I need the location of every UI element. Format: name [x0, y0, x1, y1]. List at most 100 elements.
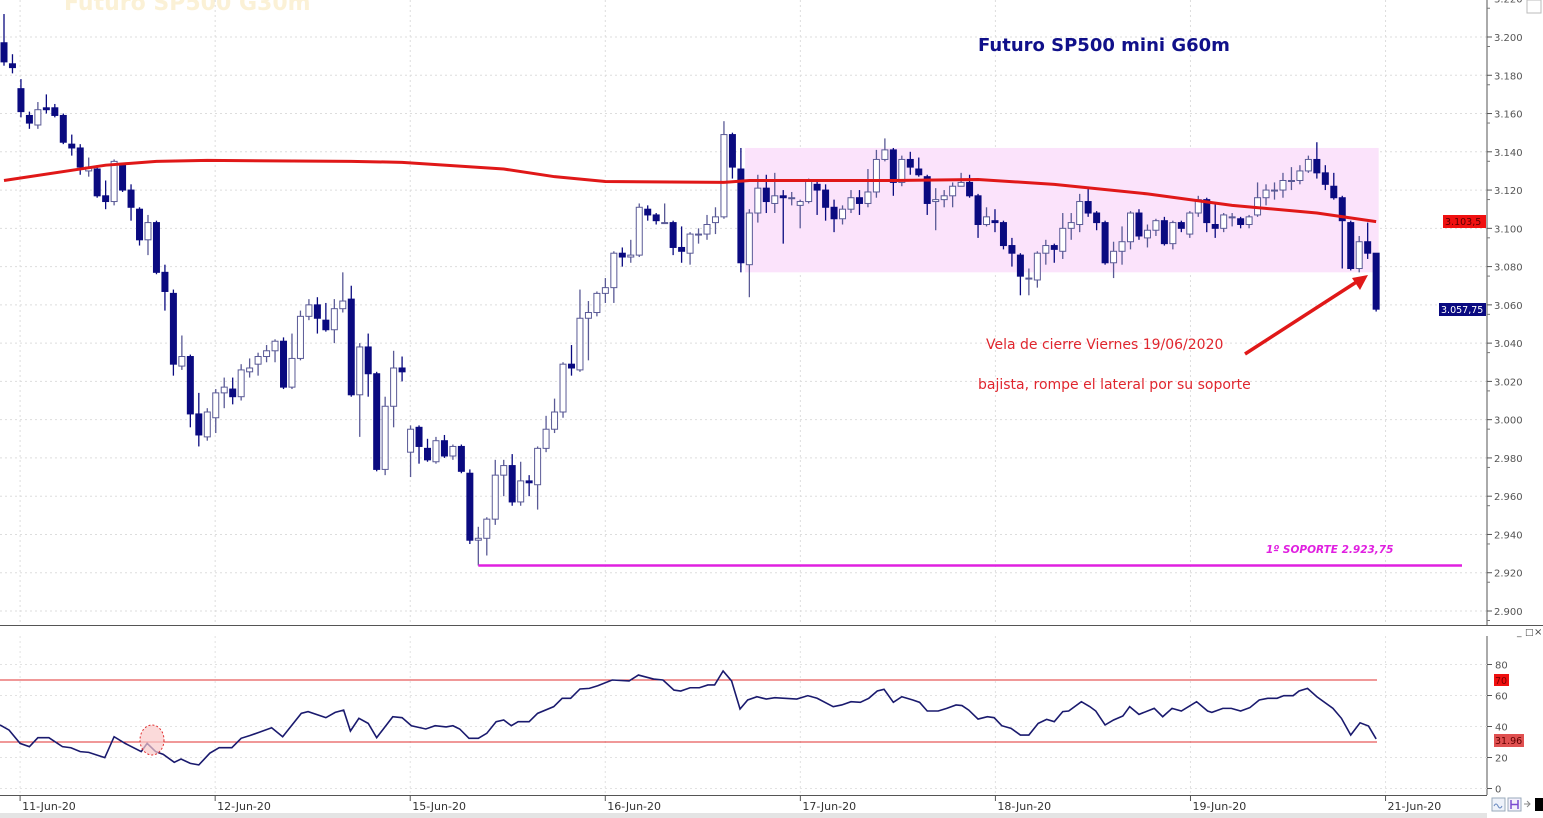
candle-body	[1228, 216, 1236, 219]
rsi-70-tag: 70	[1494, 674, 1509, 687]
candle	[584, 301, 592, 361]
candle	[195, 392, 203, 447]
date-tick-label: 18-Jun-20	[997, 800, 1051, 813]
candle-body	[686, 233, 694, 254]
candle	[847, 190, 855, 214]
candle-body	[796, 201, 804, 206]
candle	[364, 333, 372, 397]
candle	[940, 190, 948, 208]
candle-body	[669, 222, 677, 248]
candle	[1152, 218, 1160, 236]
candle	[169, 289, 177, 376]
candle-body	[178, 356, 186, 367]
color-swatch[interactable]	[1535, 798, 1543, 811]
candle	[398, 356, 406, 382]
candle	[1296, 165, 1304, 185]
date-tick-label: 16-Jun-20	[607, 800, 661, 813]
rsi-tick-label: 40	[1495, 723, 1508, 734]
candle-body	[1127, 212, 1135, 243]
pin-icon[interactable]	[1524, 800, 1531, 808]
rsi-axis[interactable]: 0 20 40 60 80	[1487, 661, 1508, 796]
candle-body	[457, 445, 465, 472]
candle	[280, 337, 288, 390]
candle	[822, 184, 830, 221]
candle	[745, 209, 753, 298]
candle-body	[508, 465, 516, 503]
candle	[237, 364, 245, 401]
candle-body	[195, 413, 203, 436]
candle-body	[364, 346, 372, 375]
candle	[407, 425, 415, 478]
candle-body	[144, 222, 152, 241]
close-icon[interactable]: ×	[1534, 627, 1542, 638]
candle	[618, 247, 626, 267]
candle	[881, 138, 889, 162]
candle	[322, 302, 330, 332]
candle	[720, 121, 728, 219]
candle	[1237, 216, 1245, 229]
horizontal-scrollbar[interactable]	[0, 813, 1487, 818]
candle-body	[1321, 172, 1329, 185]
candle	[551, 398, 559, 434]
candle-body	[1347, 222, 1355, 270]
price-tick-label: 2.900	[1494, 607, 1523, 618]
annotation-line-2: bajista, rompe el lateral por su soporte	[978, 377, 1251, 393]
candle-body	[678, 246, 686, 252]
candle	[1287, 167, 1295, 191]
candle	[788, 191, 796, 206]
candle-body	[864, 191, 872, 204]
annotation-line-1: Vela de cierre Viernes 19/06/2020	[986, 337, 1223, 353]
candle-body	[644, 208, 652, 216]
maximize-icon[interactable]: □	[1525, 628, 1534, 638]
arrow-head-icon	[1352, 275, 1368, 290]
candle	[432, 436, 440, 464]
candle-body	[711, 216, 719, 224]
price-tick-label: 3.060	[1494, 301, 1523, 312]
candle-body	[1372, 252, 1380, 310]
candle	[457, 444, 465, 474]
candle	[466, 469, 474, 545]
price-axis[interactable]: 2.900 2.920 2.940 2.960 2.980 3.000 3.020 3.040…	[1487, 0, 1523, 621]
date-axis[interactable]: 11-Jun-20 12-Jun-20 15-Jun-20 16-Jun-20 17-J…	[19, 795, 1441, 813]
candle-body	[889, 149, 897, 183]
candle	[93, 165, 101, 198]
candle-body	[1304, 158, 1312, 172]
candle	[1321, 165, 1329, 191]
rsi-line	[0, 669, 1377, 766]
price-tick-label: 3.040	[1494, 339, 1523, 350]
candle	[1143, 224, 1151, 248]
candle	[1211, 203, 1219, 238]
indicator-icon[interactable]	[1491, 797, 1506, 812]
candle-body	[805, 179, 813, 203]
candle	[974, 193, 982, 238]
candles	[0, 14, 1380, 566]
candle-body	[610, 252, 618, 289]
candle	[1313, 142, 1321, 179]
panel-menu-icon[interactable]	[1526, 0, 1542, 14]
candle-body	[347, 298, 355, 396]
candle	[313, 297, 321, 334]
rsi-grid	[0, 664, 1487, 789]
price-tick-label: 3.020	[1494, 377, 1523, 388]
price-tick-label: 3.160	[1494, 110, 1523, 121]
candle-body	[855, 197, 863, 204]
price-tick-label: 3.180	[1494, 71, 1523, 82]
candle	[1050, 243, 1058, 263]
candle-body	[1135, 212, 1143, 237]
candle-body	[1177, 222, 1185, 229]
candle-body	[932, 199, 940, 203]
minimize-icon[interactable]: _	[1516, 628, 1522, 638]
candle-body	[1287, 179, 1295, 182]
candle	[356, 343, 364, 437]
candle-body	[237, 369, 245, 398]
candle	[449, 444, 457, 460]
candle	[152, 220, 160, 275]
last-price-tag: 3.057,75	[1439, 303, 1486, 316]
candle-body	[1169, 222, 1177, 245]
candle	[1169, 220, 1177, 250]
rsi-tick-label: 80	[1495, 661, 1508, 672]
support-label: 1º SOPORTE 2.923,75	[1266, 544, 1393, 556]
price-tick-label: 2.920	[1494, 569, 1523, 580]
wave-icon	[1493, 803, 1503, 809]
